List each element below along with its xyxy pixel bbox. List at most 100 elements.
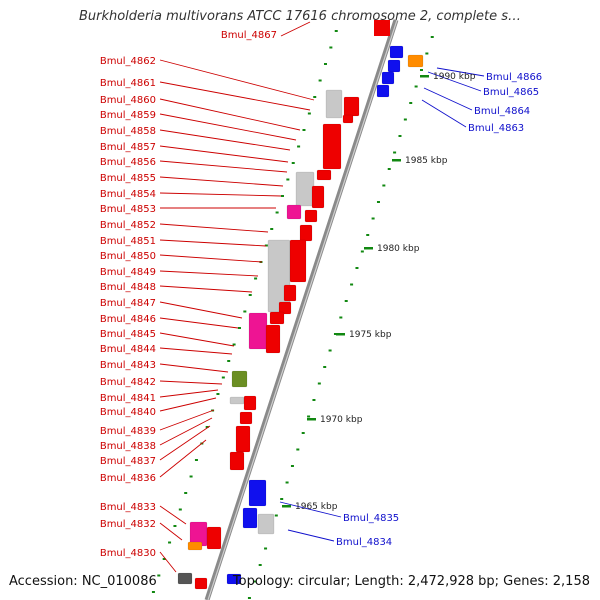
gene-feature[interactable]: [206, 526, 222, 550]
gene-label[interactable]: Bmul_4845: [100, 329, 156, 340]
gene-label[interactable]: Bmul_4848: [100, 282, 156, 293]
gene-label[interactable]: Bmul_4849: [100, 267, 156, 278]
gene-label[interactable]: Bmul_4853: [100, 204, 156, 215]
gene-label[interactable]: Bmul_4851: [100, 236, 156, 247]
gene-feature[interactable]: [311, 185, 325, 209]
minor-tick-left: [178, 508, 182, 511]
major-tick: [420, 75, 429, 78]
gene-feature[interactable]: [322, 123, 342, 170]
gene-label[interactable]: Bmul_4863: [468, 123, 524, 134]
gene-feature[interactable]: [235, 425, 251, 453]
gene-label[interactable]: Bmul_4856: [100, 157, 156, 168]
minor-tick-left: [232, 343, 236, 346]
gene-feature[interactable]: [286, 204, 302, 220]
gene-label[interactable]: Bmul_4850: [100, 251, 156, 262]
gene-feature[interactable]: [242, 507, 258, 529]
gene-feature[interactable]: [295, 171, 315, 207]
gene-feature[interactable]: [374, 20, 390, 36]
gene-label[interactable]: Bmul_4862: [100, 56, 156, 67]
gene-feature[interactable]: [389, 45, 404, 59]
gene-feature[interactable]: [177, 572, 193, 585]
minor-tick-left: [334, 30, 338, 32]
gene-feature[interactable]: [381, 71, 395, 85]
gene-feature[interactable]: [343, 96, 360, 117]
gene-label[interactable]: Bmul_4833: [100, 502, 156, 513]
leader-line: [159, 301, 243, 319]
gene-label[interactable]: Bmul_4867: [221, 30, 277, 41]
minor-tick-left: [286, 178, 290, 181]
gene-label[interactable]: Bmul_4852: [100, 220, 156, 231]
gene-feature[interactable]: [229, 451, 245, 471]
gene-feature[interactable]: [407, 54, 424, 68]
gene-feature[interactable]: [342, 114, 354, 124]
minor-tick-left: [313, 96, 317, 98]
gene-label[interactable]: Bmul_4835: [343, 513, 399, 524]
gene-feature[interactable]: [239, 411, 253, 425]
gene-label[interactable]: Bmul_4857: [100, 142, 156, 153]
gene-label[interactable]: Bmul_4842: [100, 377, 156, 388]
gene-label[interactable]: Bmul_4838: [100, 441, 156, 452]
gene-label[interactable]: Bmul_4865: [483, 87, 539, 98]
minor-tick-right: [258, 564, 262, 566]
gene-label[interactable]: Bmul_4861: [100, 78, 156, 89]
gene-feature[interactable]: [248, 312, 268, 350]
gene-label[interactable]: Bmul_4846: [100, 314, 156, 325]
gene-feature[interactable]: [243, 395, 257, 411]
gene-label[interactable]: Bmul_4866: [486, 72, 542, 83]
minor-tick-right: [393, 151, 397, 154]
gene-label[interactable]: Bmul_4839: [100, 426, 156, 437]
gene-feature[interactable]: [187, 541, 203, 551]
gene-feature[interactable]: [387, 59, 401, 73]
gene-label[interactable]: Bmul_4841: [100, 393, 156, 404]
gene-label[interactable]: Bmul_4859: [100, 110, 156, 121]
minor-tick-right: [280, 498, 284, 500]
gene-label[interactable]: Bmul_4847: [100, 298, 156, 309]
gene-label[interactable]: Bmul_4837: [100, 456, 156, 467]
feature-layer: [177, 20, 424, 590]
minor-tick-left: [323, 63, 327, 65]
scale-tick-label: 1970 kbp: [320, 415, 363, 425]
gene-label[interactable]: Bmul_4843: [100, 360, 156, 371]
gene-label[interactable]: Bmul_4840: [100, 407, 156, 418]
gene-feature[interactable]: [376, 84, 390, 98]
scale-tick-label: 1965 kbp: [295, 502, 338, 512]
leader-layer: [159, 21, 485, 573]
minor-tick-right: [414, 85, 418, 88]
gene-feature[interactable]: [278, 301, 292, 315]
gene-label[interactable]: Bmul_4860: [100, 95, 156, 106]
gene-label[interactable]: Bmul_4832: [100, 519, 156, 530]
gene-feature[interactable]: [231, 370, 248, 388]
gene-label[interactable]: Bmul_4836: [100, 473, 156, 484]
minor-tick-right: [425, 52, 429, 55]
gene-feature[interactable]: [226, 573, 242, 585]
gene-label[interactable]: Bmul_4844: [100, 344, 156, 355]
leader-line: [159, 98, 301, 131]
gene-label[interactable]: Bmul_4854: [100, 189, 156, 200]
gene-label[interactable]: Bmul_4834: [336, 537, 392, 548]
gene-label[interactable]: Bmul_4858: [100, 126, 156, 137]
minor-tick-right: [301, 432, 305, 434]
gene-feature[interactable]: [283, 284, 297, 302]
gene-feature[interactable]: [194, 577, 208, 590]
gene-feature[interactable]: [269, 311, 285, 325]
minor-tick-left: [151, 591, 155, 593]
gene-label[interactable]: Bmul_4855: [100, 173, 156, 184]
gene-label[interactable]: Bmul_4830: [100, 548, 156, 559]
leader-line: [159, 317, 239, 329]
minor-tick-right: [350, 283, 354, 286]
gene-feature[interactable]: [325, 89, 343, 119]
gene-feature[interactable]: [304, 209, 318, 223]
gene-feature[interactable]: [265, 324, 281, 354]
gene-label[interactable]: Bmul_4864: [474, 106, 530, 117]
gene-feature[interactable]: [299, 224, 313, 242]
gene-feature[interactable]: [316, 169, 332, 181]
gene-feature[interactable]: [229, 396, 245, 405]
gene-feature[interactable]: [257, 513, 275, 535]
minor-tick-right: [387, 168, 391, 170]
minor-tick-left: [237, 327, 241, 329]
minor-tick-left: [302, 129, 306, 131]
gene-feature[interactable]: [289, 239, 307, 283]
minor-tick-left: [221, 376, 225, 379]
gene-feature[interactable]: [248, 479, 267, 507]
